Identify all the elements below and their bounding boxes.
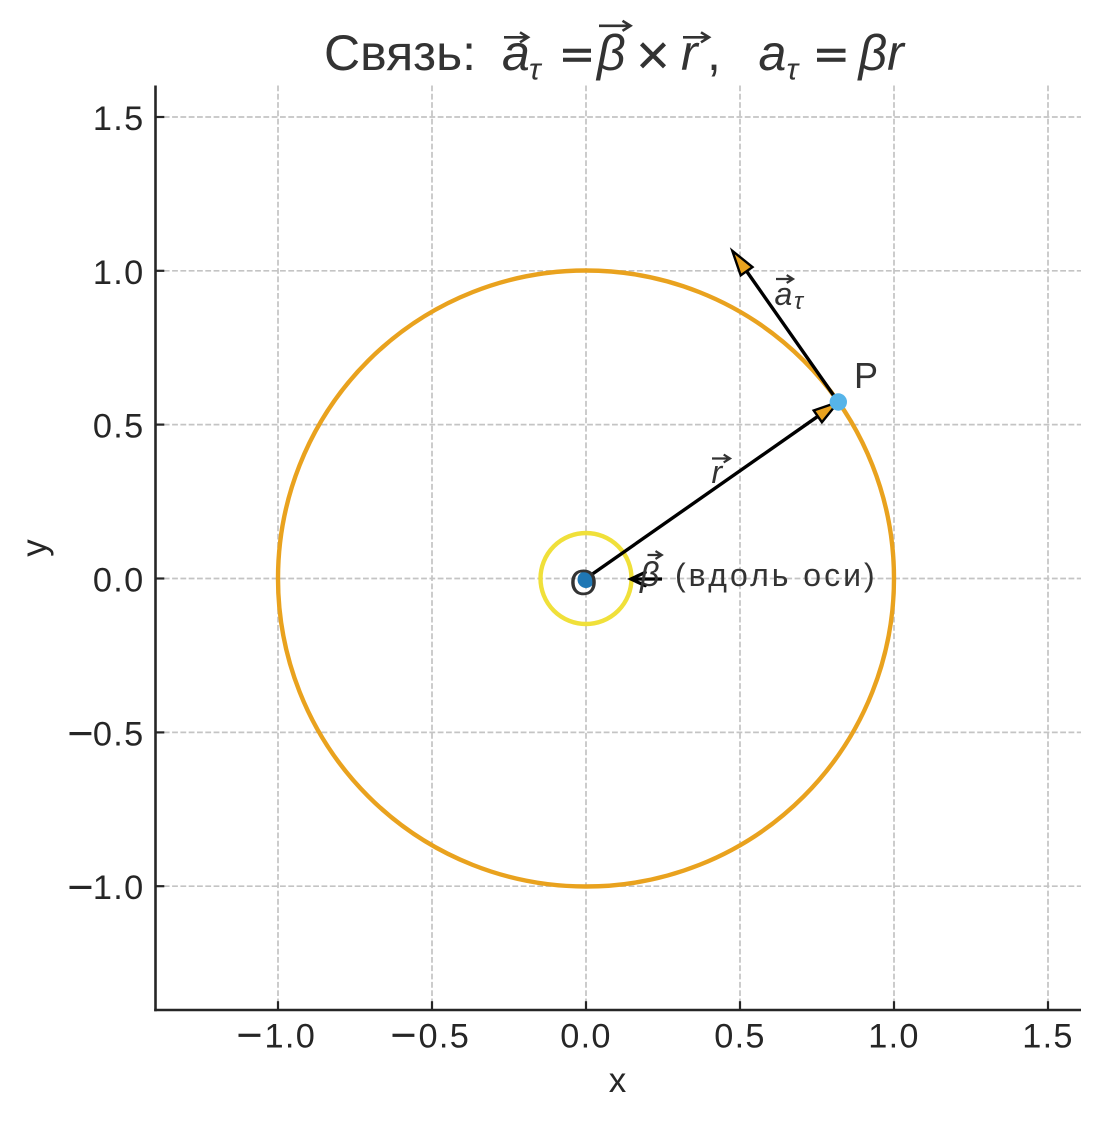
svg-text:P: P bbox=[854, 355, 878, 396]
svg-text:0.5: 0.5 bbox=[714, 1017, 766, 1055]
svg-text:τ: τ bbox=[787, 51, 801, 86]
svg-text:,: , bbox=[707, 25, 721, 81]
svg-text:y: y bbox=[15, 539, 54, 557]
svg-text:(вдоль оси): (вдоль оси) bbox=[675, 557, 878, 593]
svg-text:0.0: 0.0 bbox=[93, 562, 145, 600]
svg-text:1.5: 1.5 bbox=[1022, 1017, 1074, 1055]
svg-text:τ: τ bbox=[529, 51, 543, 86]
svg-text:r: r bbox=[712, 454, 724, 490]
svg-text:0.5: 0.5 bbox=[419, 1017, 471, 1055]
svg-text:βr: βr bbox=[857, 25, 907, 81]
svg-text:1.0: 1.0 bbox=[868, 1017, 920, 1055]
svg-text:τ: τ bbox=[794, 288, 805, 315]
svg-text:0.5: 0.5 bbox=[93, 408, 145, 446]
svg-text:r: r bbox=[681, 25, 700, 81]
svg-text:a: a bbox=[775, 276, 793, 312]
svg-text:β: β bbox=[639, 556, 659, 594]
svg-text:β: β bbox=[595, 25, 626, 81]
svg-text:1.0: 1.0 bbox=[93, 869, 145, 907]
svg-text:x: x bbox=[609, 1061, 627, 1100]
svg-text:0.5: 0.5 bbox=[93, 715, 145, 753]
svg-text:a: a bbox=[759, 25, 787, 81]
svg-text:Связь:: Связь: bbox=[324, 25, 476, 81]
svg-text:1.5: 1.5 bbox=[93, 100, 145, 138]
svg-text:1.0: 1.0 bbox=[93, 254, 145, 292]
svg-text:0.0: 0.0 bbox=[560, 1017, 612, 1055]
svg-text:O: O bbox=[570, 562, 598, 603]
svg-text:1.0: 1.0 bbox=[265, 1017, 317, 1055]
svg-text:a: a bbox=[502, 25, 530, 81]
